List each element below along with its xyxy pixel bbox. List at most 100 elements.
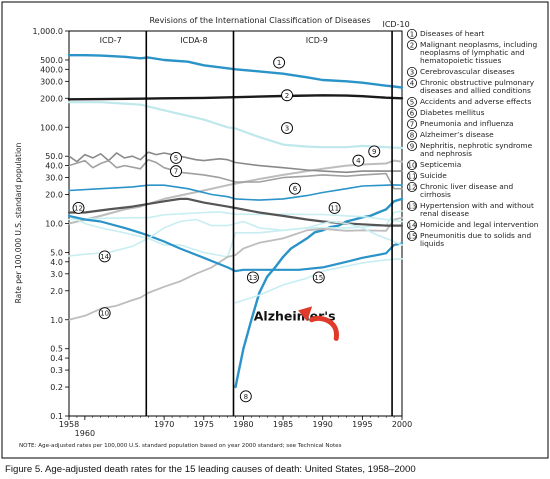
legend-marker-label: 9 xyxy=(410,143,414,151)
series-marker-2 xyxy=(281,89,293,102)
series-line-9 xyxy=(68,210,403,258)
figure-caption: Figure 5. Age-adjusted death rates for t… xyxy=(5,464,416,475)
revision-label: ICDA-8 xyxy=(180,36,207,45)
legend-label: and nephrosis xyxy=(420,149,472,158)
legend-marker xyxy=(406,108,417,119)
series-marker-label: 1 xyxy=(277,59,281,67)
series-marker-label: 14 xyxy=(100,253,109,261)
legend-label: Alzheimer’s disease xyxy=(420,130,494,139)
legend-label: neoplasms of lymphatic and xyxy=(420,48,525,57)
y-tick-label: 20.0 xyxy=(45,191,63,200)
series-marker-10 xyxy=(98,307,111,320)
series-marker-label: 13 xyxy=(248,274,257,282)
x-tick-label: 1985 xyxy=(273,420,293,429)
series-line-15 xyxy=(234,257,403,304)
legend-label: Hypertension with and without xyxy=(420,201,534,210)
y-tick-label: 1.0 xyxy=(50,316,63,325)
legend-label: liquids xyxy=(420,239,444,248)
legend-item-14: 14 Homicide and legal intervention xyxy=(406,219,539,230)
legend-label: Pneumonia and influenza xyxy=(420,119,514,128)
series-line-2 xyxy=(67,94,404,101)
x-tick-label: 1960 xyxy=(75,429,95,438)
legend-item-7: 7 Pneumonia and influenza xyxy=(406,119,514,130)
legend-marker-label: 11 xyxy=(408,173,417,181)
series-marker-label: 7 xyxy=(174,168,178,176)
series-marker-label: 15 xyxy=(314,274,323,282)
y-tick-label: 10.0 xyxy=(45,220,63,229)
series-line-8 xyxy=(234,197,404,389)
legend-marker-label: 6 xyxy=(410,110,415,118)
y-tick-label: 4.0 xyxy=(50,258,63,267)
legend-label: Homicide and legal intervention xyxy=(420,220,539,229)
revision-label: ICD-9 xyxy=(306,36,328,45)
series-marker-11 xyxy=(328,202,341,214)
y-tick-label: 0.2 xyxy=(50,383,63,392)
legend-item-1: 1 Diseases of heart xyxy=(406,28,485,39)
legend-label: Malignant neoplasms, including xyxy=(420,40,537,49)
y-tick-label: 0.4 xyxy=(50,354,63,363)
y-tick-label: 50.0 xyxy=(45,152,63,161)
series-marker-15 xyxy=(312,271,325,284)
revision-label: ICD-10 xyxy=(382,20,409,29)
y-tick-label: 40.0 xyxy=(45,162,63,171)
legend-label: Chronic liver disease and xyxy=(420,182,513,191)
x-tick-label: 1970 xyxy=(154,420,174,429)
legend-marker-label: 10 xyxy=(408,162,417,170)
series-line-13 xyxy=(67,214,404,273)
legend-label: Cerebrovascular diseases xyxy=(420,67,515,76)
legend-marker-label: 14 xyxy=(408,222,417,230)
y-tick-label: 200.0 xyxy=(40,94,63,103)
legend-item-8: 8 Alzheimer’s disease xyxy=(406,129,494,140)
x-tick-label: 1975 xyxy=(194,420,214,429)
legend-marker-label: 7 xyxy=(410,121,414,129)
legend-marker xyxy=(406,40,417,51)
series-marker-label: 5 xyxy=(174,154,178,162)
series-line-10 xyxy=(68,216,403,321)
legend-marker xyxy=(406,159,417,170)
legend-label: Septicemia xyxy=(420,160,461,169)
series-marker-label: 9 xyxy=(372,148,376,156)
legend-label: cirrhosis xyxy=(420,190,451,199)
series-marker-6 xyxy=(289,182,301,195)
series-marker-label: 12 xyxy=(74,204,83,212)
legend-marker-label: 1 xyxy=(410,31,414,39)
legend-marker-label: 5 xyxy=(410,99,414,107)
y-tick-label: 300.0 xyxy=(40,77,63,86)
x-tick-label: 1995 xyxy=(352,420,372,429)
series-marker-14 xyxy=(98,250,111,263)
legend-item-11: 11 Suicide xyxy=(406,170,447,181)
legend-marker xyxy=(406,200,417,211)
series-line-7 xyxy=(68,158,403,190)
annotation-arrowhead-icon xyxy=(298,306,313,322)
y-tick-label: 1,000.0 xyxy=(32,27,63,36)
y-tick-label: 500.0 xyxy=(40,56,63,65)
legend-marker xyxy=(406,170,417,181)
series-marker-label: 2 xyxy=(285,92,289,100)
legend-marker xyxy=(406,67,417,78)
legend-item-3: 3 Cerebrovascular diseases xyxy=(406,67,515,78)
legend-marker-label: 8 xyxy=(410,132,414,140)
legend-marker xyxy=(406,119,417,130)
footnote: NOTE: Age-adjusted rates per 100,000 U.S… xyxy=(19,443,342,449)
legend-marker-label: 15 xyxy=(408,233,417,241)
legend-label: diseases and allied conditions xyxy=(420,86,531,95)
legend-item-5: 5 Accidents and adverse effects xyxy=(406,97,531,108)
y-tick-label: 400.0 xyxy=(40,65,63,74)
legend-label: renal disease xyxy=(420,209,470,218)
legend-marker-label: 13 xyxy=(408,203,417,211)
legend-item-2: 2 Malignant neoplasms, includingneoplasms… xyxy=(406,40,537,65)
legend-marker xyxy=(406,181,417,192)
series-marker-label: 3 xyxy=(285,125,289,133)
y-tick-label: 5.0 xyxy=(50,248,63,257)
y-tick-label: 0.3 xyxy=(50,366,63,375)
series-marker-label: 6 xyxy=(293,185,298,193)
legend-label: Pneumonitis due to solids and xyxy=(420,231,531,240)
y-tick-label: 30.0 xyxy=(45,174,63,183)
legend-marker xyxy=(406,219,417,230)
